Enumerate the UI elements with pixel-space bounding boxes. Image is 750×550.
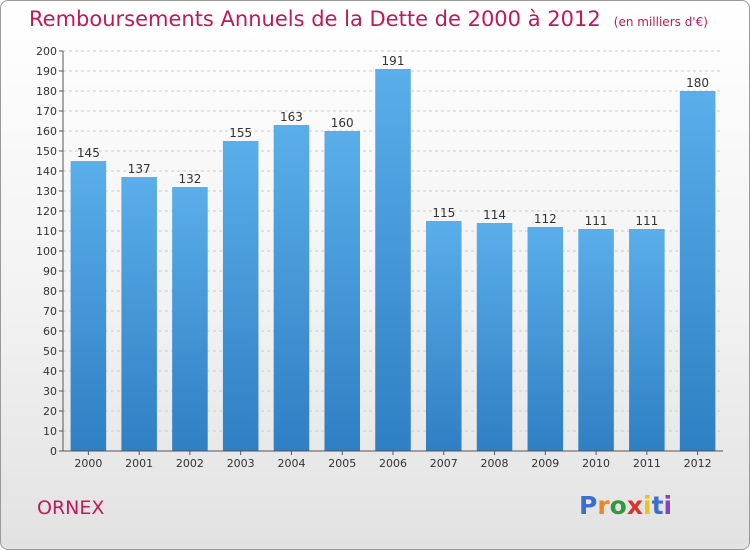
logo-letter: i (663, 491, 673, 520)
y-tick-label: 30 (43, 385, 57, 398)
x-tick-label: 2001 (125, 457, 153, 470)
y-tick-label: 50 (43, 345, 57, 358)
x-tick-label: 2007 (430, 457, 458, 470)
x-tick-label: 2012 (684, 457, 712, 470)
bar (426, 221, 462, 451)
y-tick-label: 130 (36, 185, 57, 198)
bar (476, 223, 513, 451)
logo-letter: x (626, 491, 643, 520)
y-tick-label: 140 (36, 165, 57, 178)
data-labels: 145 137 132 155 163 160 191 115 114 112 111 111 180 (77, 54, 709, 228)
data-label: 112 (534, 212, 557, 226)
bar (324, 131, 360, 451)
logo-letter: t (651, 491, 664, 520)
y-tick-label: 90 (43, 265, 57, 278)
x-axis-ticks: 2000 2001 2002 2003 2004 2005 2006 2007 2008 2009… (74, 451, 712, 470)
bar (172, 187, 208, 451)
y-tick-label: 80 (43, 285, 57, 298)
logo-letter: o (609, 491, 627, 520)
bars (70, 69, 716, 451)
bar (629, 229, 665, 451)
logo-letter: r (597, 491, 610, 520)
bar (375, 69, 411, 451)
bar (273, 125, 310, 451)
data-label: 115 (432, 206, 455, 220)
x-tick-label: 2004 (277, 457, 305, 470)
x-tick-label: 2005 (328, 457, 356, 470)
bar (70, 161, 107, 451)
y-tick-label: 190 (36, 65, 57, 78)
y-axis-ticks: 0 10 20 30 40 50 60 70 80 90 100 110 120 130 140 150 160… (36, 45, 63, 458)
x-tick-label: 2008 (481, 457, 509, 470)
commune-name: ORNEX (37, 497, 105, 519)
x-tick-label: 2000 (74, 457, 102, 470)
data-label: 132 (178, 172, 201, 186)
chart-title: Remboursements Annuels de la Dette de 20… (29, 7, 601, 31)
data-label: 163 (280, 110, 303, 124)
y-tick-label: 170 (36, 105, 57, 118)
y-tick-label: 70 (43, 305, 57, 318)
y-tick-label: 0 (50, 445, 57, 458)
y-tick-label: 100 (36, 245, 57, 258)
x-tick-label: 2003 (227, 457, 255, 470)
y-tick-label: 20 (43, 405, 57, 418)
logo-letter: i (643, 491, 652, 520)
data-label: 111 (585, 214, 608, 228)
x-tick-label: 2011 (633, 457, 661, 470)
y-tick-label: 40 (43, 365, 57, 378)
logo-letter: P (579, 491, 598, 520)
chart-unit: (en milliers d'€) (613, 15, 708, 29)
y-tick-label: 180 (36, 85, 57, 98)
y-tick-label: 160 (36, 125, 57, 138)
x-tick-label: 2010 (582, 457, 610, 470)
y-tick-label: 110 (36, 225, 57, 238)
y-tick-label: 150 (36, 145, 57, 158)
data-label: 160 (331, 116, 354, 130)
bar (527, 227, 564, 451)
y-tick-label: 120 (36, 205, 57, 218)
y-tick-label: 60 (43, 325, 57, 338)
x-tick-label: 2009 (531, 457, 559, 470)
data-label: 137 (128, 162, 151, 176)
y-tick-label: 10 (43, 425, 57, 438)
bar (121, 177, 157, 451)
data-label: 155 (229, 126, 252, 140)
data-label: 145 (77, 146, 100, 160)
x-tick-label: 2006 (379, 457, 407, 470)
bar (679, 91, 716, 451)
y-tick-label: 200 (36, 45, 57, 58)
data-label: 191 (382, 54, 405, 68)
data-label: 180 (686, 76, 709, 90)
bar (222, 141, 259, 451)
axes (62, 51, 723, 452)
chart-header: Remboursements Annuels de la Dette de 20… (29, 7, 708, 31)
data-label: 111 (635, 214, 658, 228)
x-tick-label: 2002 (176, 457, 204, 470)
data-label: 114 (483, 208, 506, 222)
proxiti-logo: Proxiti (579, 491, 672, 520)
bar (578, 229, 614, 451)
